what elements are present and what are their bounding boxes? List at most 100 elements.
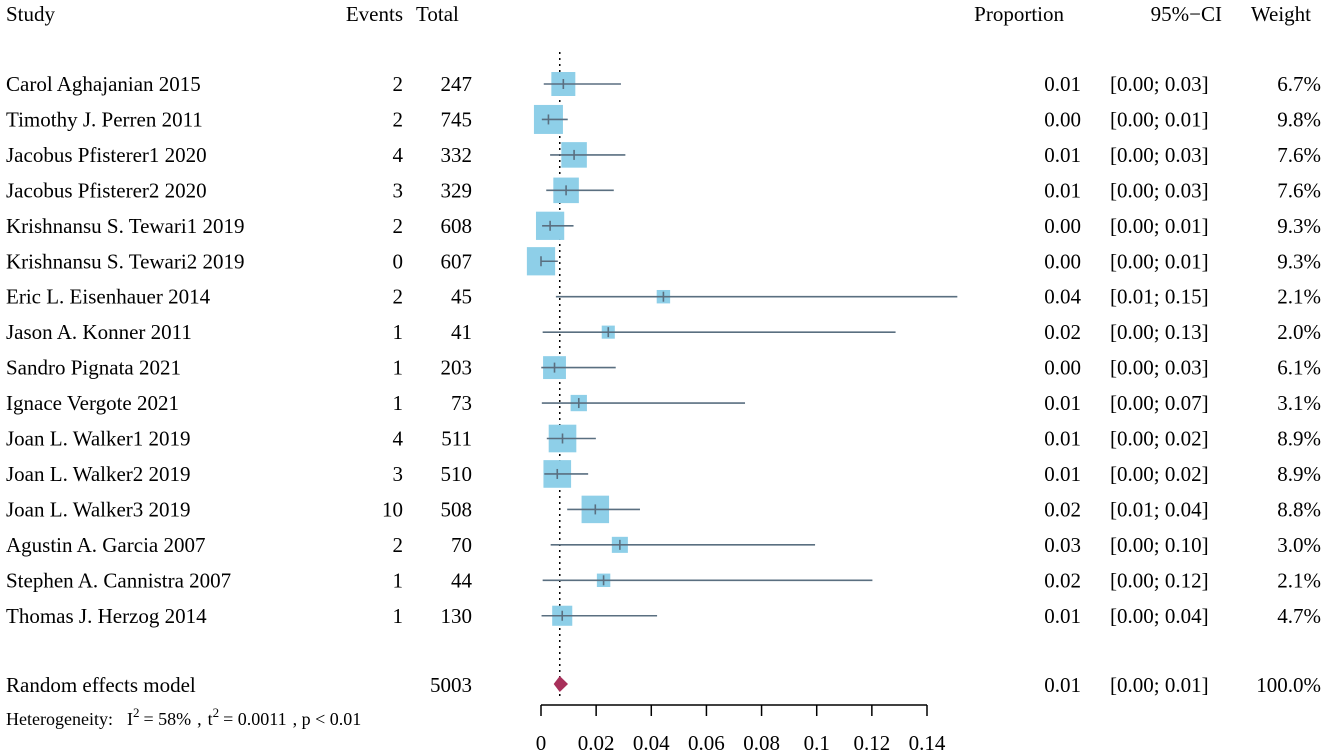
study-events: 10 (382, 497, 403, 521)
study-name: Jacobus Pfisterer2 2020 (6, 178, 207, 202)
study-weight: 9.3% (1277, 249, 1321, 273)
study-weight: 8.9% (1277, 462, 1321, 486)
study-events: 1 (393, 391, 404, 415)
study-events: 1 (393, 568, 404, 592)
study-weight: 3.0% (1277, 533, 1321, 557)
study-proportion: 0.01 (1044, 143, 1081, 167)
study-row: Jacobus Pfisterer2 2020 3 329 0.01 [0.00; 0.… (6, 177, 1321, 204)
study-ci: [0.00; 0.12] (1110, 568, 1209, 592)
pooled-weight: 100.0% (1256, 673, 1321, 697)
study-total: 44 (451, 568, 473, 592)
study-weight: 8.9% (1277, 427, 1321, 451)
study-row: Stephen A. Cannistra 2007 1 44 0.02 [0.00; 0… (6, 568, 1321, 592)
t2-letter: t (208, 709, 213, 729)
study-total: 70 (451, 533, 472, 557)
study-weight: 4.7% (1277, 604, 1321, 628)
study-events: 2 (393, 107, 404, 131)
x-tick-label: 0.1 (804, 731, 830, 755)
study-weight: 3.1% (1277, 391, 1321, 415)
study-events: 1 (393, 320, 404, 344)
study-name: Joan L. Walker2 2019 (6, 462, 191, 486)
study-row: Eric L. Eisenhauer 2014 2 45 0.04 [0.01; 0.1… (6, 285, 1321, 309)
study-weight: 8.8% (1277, 497, 1321, 521)
study-row: Sandro Pignata 2021 1 203 0.00 [0.00; 0.03] 6… (6, 356, 1321, 380)
study-ci: [0.00; 0.01] (1110, 107, 1209, 131)
pooled-ci: [0.00; 0.01] (1110, 673, 1209, 697)
header-proportion: Proportion (974, 2, 1064, 26)
study-proportion: 0.00 (1044, 107, 1081, 131)
pooled-row: Random effects model 5003 0.01 [0.00; 0.… (6, 673, 1321, 697)
i2-letter: I (127, 709, 133, 729)
header-events: Events (346, 2, 403, 26)
study-row: Agustin A. Garcia 2007 2 70 0.03 [0.00; 0.10… (6, 533, 1321, 557)
study-ci: [0.00; 0.03] (1110, 178, 1209, 202)
x-tick-label: 0.14 (909, 731, 946, 755)
study-weight: 2.0% (1277, 320, 1321, 344)
study-rows: Carol Aghajanian 2015 2 247 0.01 [0.00; 0.03… (6, 72, 1321, 628)
i2-superscript: 2 (133, 705, 140, 720)
study-total: 130 (441, 604, 473, 628)
study-row: Jason A. Konner 2011 1 41 0.02 [0.00; 0.13] 2… (6, 320, 1321, 344)
t2-superscript: 2 (213, 705, 220, 720)
heterogeneity-text: Heterogeneity: I2 = 58%, t2 = 0.0011, p < 0.… (6, 705, 361, 729)
study-events: 2 (393, 285, 404, 309)
study-weight: 9.3% (1277, 214, 1321, 238)
x-tick-label: 0.04 (633, 731, 670, 755)
study-events: 1 (393, 356, 404, 380)
study-proportion: 0.00 (1044, 356, 1081, 380)
study-total: 511 (441, 427, 472, 451)
study-proportion: 0.01 (1044, 178, 1081, 202)
study-proportion: 0.01 (1044, 427, 1081, 451)
study-events: 3 (393, 178, 404, 202)
study-name: Thomas J. Herzog 2014 (6, 604, 207, 628)
study-ci: [0.01; 0.04] (1110, 497, 1209, 521)
study-name: Joan L. Walker3 2019 (6, 497, 191, 521)
study-ci: [0.01; 0.15] (1110, 285, 1209, 309)
column-headers: Study Events Total Proportion 95%−CI Wei… (6, 2, 1311, 26)
study-weight: 9.8% (1277, 107, 1321, 131)
study-events: 0 (393, 249, 404, 273)
study-proportion: 0.00 (1044, 214, 1081, 238)
study-weight: 7.6% (1277, 143, 1321, 167)
study-proportion: 0.03 (1044, 533, 1081, 557)
study-events: 2 (393, 533, 404, 557)
study-row: Joan L. Walker3 2019 10 508 0.02 [0.01; 0.04… (6, 495, 1321, 524)
study-name: Ignace Vergote 2021 (6, 391, 179, 415)
study-name: Krishnansu S. Tewari1 2019 (6, 214, 244, 238)
study-ci: [0.00; 0.13] (1110, 320, 1209, 344)
study-ci: [0.00; 0.02] (1110, 427, 1209, 451)
study-events: 4 (393, 143, 404, 167)
study-events: 2 (393, 214, 404, 238)
x-axis: 0 0.02 0.04 0.06 0.08 0.1 0.12 0.14 (536, 704, 946, 755)
study-total: 508 (441, 497, 473, 521)
study-events: 4 (393, 427, 404, 451)
study-total: 607 (441, 249, 473, 273)
study-ci: [0.00; 0.10] (1110, 533, 1209, 557)
study-name: Agustin A. Garcia 2007 (6, 533, 205, 557)
study-weight: 2.1% (1277, 568, 1321, 592)
header-weight: Weight (1251, 2, 1311, 26)
study-ci: [0.00; 0.03] (1110, 72, 1209, 96)
study-name: Eric L. Eisenhauer 2014 (6, 285, 211, 309)
study-name: Carol Aghajanian 2015 (6, 72, 201, 96)
study-total: 203 (441, 356, 473, 380)
study-ci: [0.00; 0.03] (1110, 356, 1209, 380)
x-tick-label: 0.12 (853, 731, 890, 755)
study-total: 45 (451, 285, 472, 309)
study-total: 608 (441, 214, 473, 238)
study-weight: 2.1% (1277, 285, 1321, 309)
study-proportion: 0.04 (1044, 285, 1081, 309)
header-total: Total (416, 2, 459, 26)
study-ci: [0.00; 0.02] (1110, 462, 1209, 486)
pooled-proportion: 0.01 (1044, 673, 1081, 697)
x-tick-label: 0.02 (578, 731, 615, 755)
study-events: 1 (393, 604, 404, 628)
study-proportion: 0.01 (1044, 72, 1081, 96)
pooled-total: 5003 (430, 673, 472, 697)
study-name: Krishnansu S. Tewari2 2019 (6, 249, 244, 273)
study-proportion: 0.01 (1044, 462, 1081, 486)
study-row: Timothy J. Perren 2011 2 745 0.00 [0.00; 0.0… (6, 104, 1321, 134)
study-row: Krishnansu S. Tewari2 2019 0 607 0.00 [0.00;… (6, 247, 1321, 276)
study-total: 329 (441, 178, 473, 202)
